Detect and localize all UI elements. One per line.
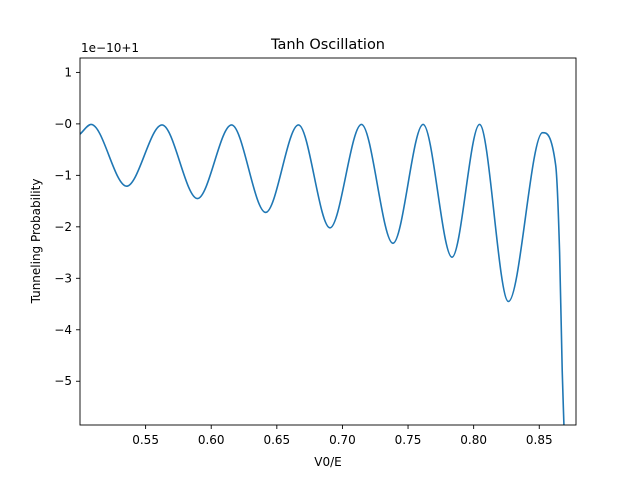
y-tick-label: −2 <box>54 220 72 234</box>
axes-frame <box>79 57 577 426</box>
x-tick-label: 0.65 <box>263 433 290 447</box>
y-axis: 1 −0 −1 −2 −3 −4 −5 <box>54 65 80 388</box>
x-tick-label: 0.85 <box>526 433 553 447</box>
y-tick-label: −4 <box>54 323 72 337</box>
plot-area <box>79 57 577 426</box>
x-tick-label: 0.80 <box>460 433 487 447</box>
y-tick-label: −5 <box>54 374 72 388</box>
chart-title: Tanh Oscillation <box>270 37 385 53</box>
series-line <box>80 123 565 425</box>
y-tick-label: −3 <box>54 271 72 285</box>
y-tick-label: −0 <box>54 117 72 131</box>
x-tick-label: 0.70 <box>329 433 356 447</box>
y-tick-label: 1 <box>64 65 72 79</box>
x-axis: 0.55 0.60 0.65 0.70 0.75 0.80 0.85 <box>132 425 553 447</box>
x-tick-label: 0.75 <box>395 433 422 447</box>
x-tick-label: 0.55 <box>132 433 159 447</box>
x-axis-label: V0/E <box>314 455 341 469</box>
x-tick-label: 0.60 <box>198 433 225 447</box>
y-axis-label: Tunneling Probability <box>29 179 43 305</box>
y-axis-offset-text: 1e−10+1 <box>81 41 139 55</box>
y-tick-label: −1 <box>54 168 72 182</box>
